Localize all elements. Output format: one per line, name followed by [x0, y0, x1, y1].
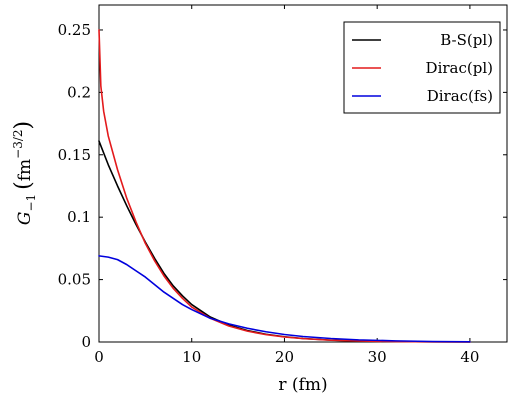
x-axis-ticks: 0 10 20 30 40	[94, 5, 479, 366]
x-tick-label: 0	[94, 348, 104, 366]
y-axis-ticks: 0 0.05 0.1 0.15 0.2 0.25	[58, 21, 507, 351]
y-axis-label-unit: fm	[15, 159, 35, 181]
y-tick-label: 0.2	[67, 83, 91, 101]
x-tick-label: 20	[275, 348, 294, 366]
series-line-1	[98, 140, 471, 343]
y-axis-label-symbol: G	[15, 212, 35, 226]
series-line-2	[98, 29, 471, 343]
x-tick-label: 30	[368, 348, 387, 366]
legend-label: Dirac(pl)	[426, 59, 493, 77]
x-tick-label: 40	[460, 348, 479, 366]
y-axis-label: G−1(fm−3/2)	[11, 121, 38, 225]
svg-text:G−1(fm−3/2): G−1(fm−3/2)	[11, 121, 38, 225]
y-axis-label-unit-exponent: −3/2	[11, 129, 25, 158]
series-line-3	[98, 255, 471, 343]
y-tick-label: 0	[81, 333, 91, 351]
legend-label: Dirac(fs)	[427, 87, 493, 105]
legend-label: B-S(pl)	[440, 31, 493, 49]
y-axis-label-subscript: −1	[24, 194, 38, 212]
series-lines	[98, 29, 471, 343]
y-tick-label: 0.25	[58, 21, 91, 39]
legend: B-S(pl) Dirac(pl) Dirac(fs)	[343, 21, 501, 114]
y-tick-label: 0.15	[58, 146, 91, 164]
plot-area-frame	[98, 4, 508, 343]
x-tick-label: 10	[182, 348, 201, 366]
y-tick-label: 0.1	[67, 208, 91, 226]
x-axis-label: r (fm)	[278, 375, 327, 395]
y-tick-label: 0.05	[58, 271, 91, 289]
